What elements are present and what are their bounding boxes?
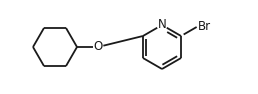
Text: Br: Br [198, 20, 211, 33]
Text: O: O [93, 41, 103, 53]
Text: N: N [158, 19, 166, 31]
